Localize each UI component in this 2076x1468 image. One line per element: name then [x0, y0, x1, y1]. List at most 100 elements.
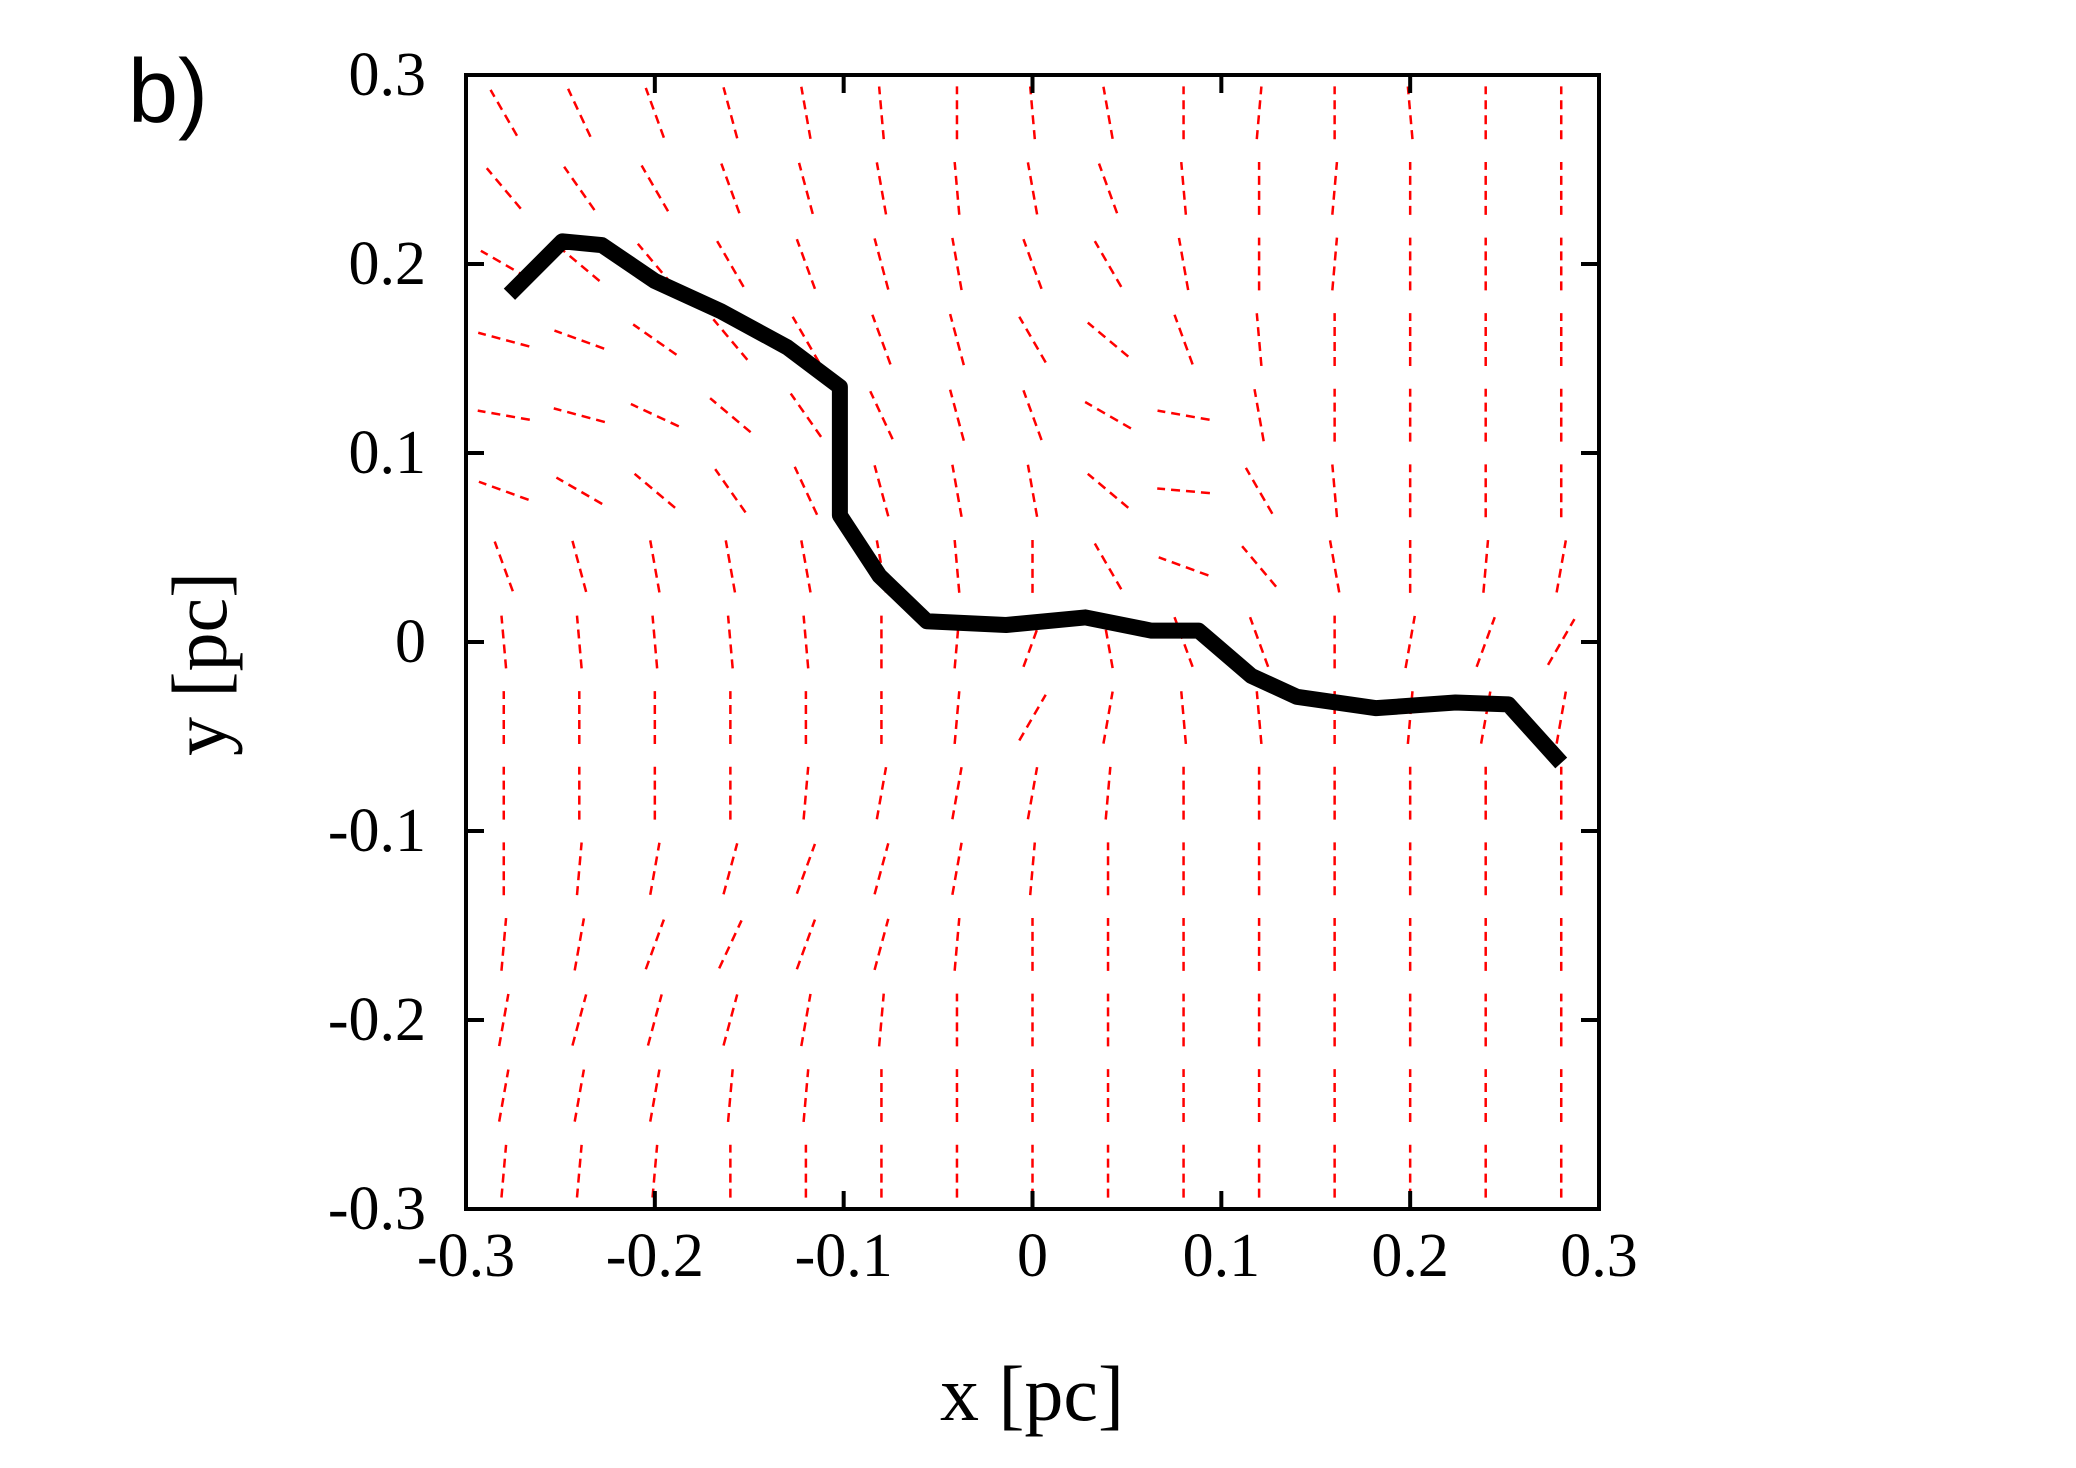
y-tick-label: -0.3	[328, 1175, 426, 1243]
y-tick-label: -0.2	[328, 986, 426, 1054]
field-vector	[951, 237, 963, 291]
field-vector	[1102, 615, 1114, 669]
field-vector	[1022, 389, 1043, 441]
field-vector	[1158, 556, 1209, 577]
field-vector	[953, 691, 961, 745]
field-vector	[953, 615, 961, 669]
field-vector	[633, 472, 676, 509]
field-vector	[563, 166, 596, 211]
field-vector	[951, 464, 963, 518]
field-vector	[651, 615, 659, 669]
field-vector	[789, 392, 823, 438]
field-vector	[1084, 400, 1132, 430]
y-tick-label: -0.1	[328, 797, 426, 865]
field-vector	[795, 238, 817, 290]
field-vector	[948, 313, 966, 366]
field-vector	[630, 402, 680, 428]
field-vector	[575, 842, 583, 896]
field-vector	[644, 87, 666, 139]
field-vector	[1180, 691, 1188, 745]
field-vector	[646, 994, 663, 1046]
field-vector	[795, 843, 817, 895]
field-vector	[875, 766, 888, 820]
field-vector	[651, 1144, 659, 1198]
field-vector	[497, 993, 510, 1047]
x-tick-label: -0.1	[795, 1222, 893, 1290]
field-vector	[714, 468, 747, 514]
field-vector	[1244, 467, 1274, 515]
field-vector	[1093, 240, 1123, 288]
field-vector	[500, 917, 508, 971]
field-vector	[575, 615, 583, 669]
field-vector	[1104, 766, 1112, 820]
field-vector	[1177, 237, 1190, 291]
field-vector	[871, 314, 892, 365]
field-vector	[1022, 616, 1043, 668]
field-vector	[1022, 238, 1043, 290]
field-vector	[485, 167, 522, 210]
field-vector	[1180, 161, 1188, 215]
field-vector	[877, 993, 885, 1047]
field-vector	[553, 407, 606, 424]
field-vector	[632, 323, 678, 356]
field-vector	[802, 615, 810, 669]
x-tick-label: 0.2	[1371, 1222, 1449, 1290]
field-vector	[1255, 313, 1263, 367]
field-vector	[1102, 86, 1114, 140]
field-vector	[573, 918, 586, 971]
field-vector	[709, 397, 752, 434]
field-vector	[500, 615, 508, 669]
field-vector	[566, 88, 592, 138]
field-vector	[1475, 616, 1496, 668]
x-axis-label: x [pc]	[940, 1350, 1124, 1437]
field-vector	[500, 1144, 508, 1198]
field-vector	[1157, 409, 1210, 422]
field-vector	[1018, 694, 1047, 742]
x-tick-label: 0.3	[1560, 1222, 1638, 1290]
field-vector	[724, 540, 737, 593]
field-vector	[1157, 487, 1211, 495]
field-vector	[477, 331, 530, 348]
field-vector	[1331, 464, 1339, 518]
field-vector	[478, 480, 530, 502]
field-vector	[1028, 842, 1037, 896]
field-vector	[797, 162, 814, 215]
field-vector	[1331, 161, 1339, 215]
field-vector	[1093, 542, 1123, 590]
field-vector	[793, 466, 819, 516]
field-vector	[873, 464, 890, 517]
field-vector	[726, 1069, 734, 1123]
field-vector	[873, 918, 890, 971]
x-tick-label: -0.2	[606, 1222, 704, 1290]
field-vector	[477, 409, 531, 422]
panel-label: b)	[128, 42, 208, 142]
field-vector	[555, 476, 603, 506]
field-vector	[1482, 539, 1490, 593]
field-vector	[1173, 314, 1194, 365]
field-vector	[1328, 540, 1341, 593]
field-vector	[649, 1069, 661, 1122]
field-vector	[722, 994, 739, 1046]
field-vector	[1173, 616, 1194, 668]
field-vector	[1026, 766, 1039, 820]
field-vector	[1026, 162, 1039, 215]
field-vector	[720, 163, 741, 214]
field-vector	[480, 249, 528, 279]
field-vector	[1406, 691, 1414, 745]
field-vector	[953, 539, 961, 593]
field-vector	[558, 246, 601, 282]
field-vector	[800, 540, 812, 593]
field-vector	[791, 316, 821, 364]
field-vector	[718, 919, 743, 969]
field-vector	[953, 161, 961, 215]
filament-line	[503, 233, 1568, 769]
field-vector	[573, 1069, 586, 1122]
y-tick-label: 0.1	[349, 419, 427, 487]
field-vector	[575, 1144, 583, 1198]
field-vector	[877, 86, 885, 140]
field-vector	[873, 238, 890, 290]
x-tick-label: -0.3	[417, 1222, 515, 1290]
field-vector	[722, 842, 739, 895]
field-vector	[1026, 464, 1039, 518]
